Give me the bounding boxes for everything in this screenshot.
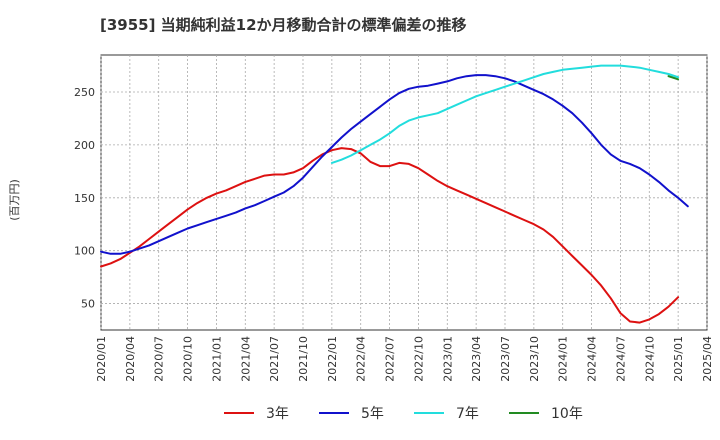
y-tick-label: 100 — [74, 245, 95, 258]
y-gridlines — [101, 91, 707, 304]
chart-title: [3955] 当期純利益12か月移動合計の標準偏差の推移 — [100, 16, 467, 34]
series-line-3 — [667, 75, 680, 81]
x-tick-labels: 2020/01 2020/04 2020/07 2020/10 2021/01 2021/… — [95, 336, 714, 382]
x-tick-label: 2022/01 — [326, 336, 339, 382]
x-tick-label: 2021/07 — [268, 336, 281, 382]
x-tick-label: 2020/04 — [124, 336, 137, 382]
x-tick-label: 2020/10 — [182, 336, 195, 382]
x-tick-label: 2023/10 — [528, 336, 541, 382]
legend-label: 7年 — [456, 406, 479, 422]
series-line-0 — [100, 147, 680, 324]
y-axis-label: (百万円) — [8, 179, 21, 221]
plot-area — [100, 54, 708, 331]
x-tick-label: 2022/10 — [412, 336, 425, 382]
x-tick-label: 2024/04 — [586, 336, 599, 382]
x-tick-label: 2023/04 — [470, 336, 483, 382]
x-tick-label: 2021/10 — [297, 336, 310, 382]
x-tick-label: 2021/01 — [210, 336, 223, 382]
x-tick-label: 2020/07 — [153, 336, 166, 382]
y-tick-label: 150 — [74, 192, 95, 205]
y-tick-label: 50 — [81, 298, 95, 311]
x-tick-label: 2020/01 — [95, 336, 108, 382]
x-tick-label: 2025/01 — [672, 336, 685, 382]
x-gridlines — [100, 55, 708, 330]
x-tick-label: 2023/07 — [499, 336, 512, 382]
series-layer — [100, 64, 689, 324]
legend-label: 3年 — [266, 406, 289, 422]
x-tick-label: 2021/04 — [239, 336, 252, 382]
x-tick-label: 2024/10 — [643, 336, 656, 382]
y-tick-label: 250 — [74, 86, 95, 99]
x-tick-label: 2023/01 — [441, 336, 454, 382]
legend: 3年 5年 7年 10年 — [224, 406, 583, 422]
x-tick-label: 2025/04 — [701, 336, 714, 382]
series-line-1 — [100, 74, 689, 255]
x-tick-label: 2024/01 — [557, 336, 570, 382]
legend-label: 5年 — [361, 406, 384, 422]
legend-label: 10年 — [551, 406, 583, 422]
x-tick-label: 2022/07 — [384, 336, 397, 382]
y-tick-label: 200 — [74, 139, 95, 152]
y-tick-labels: 50 100 150 200 250 — [74, 86, 95, 311]
series-line-2 — [330, 64, 680, 164]
x-tick-label: 2024/07 — [614, 336, 627, 382]
x-tick-label: 2022/04 — [355, 336, 368, 382]
